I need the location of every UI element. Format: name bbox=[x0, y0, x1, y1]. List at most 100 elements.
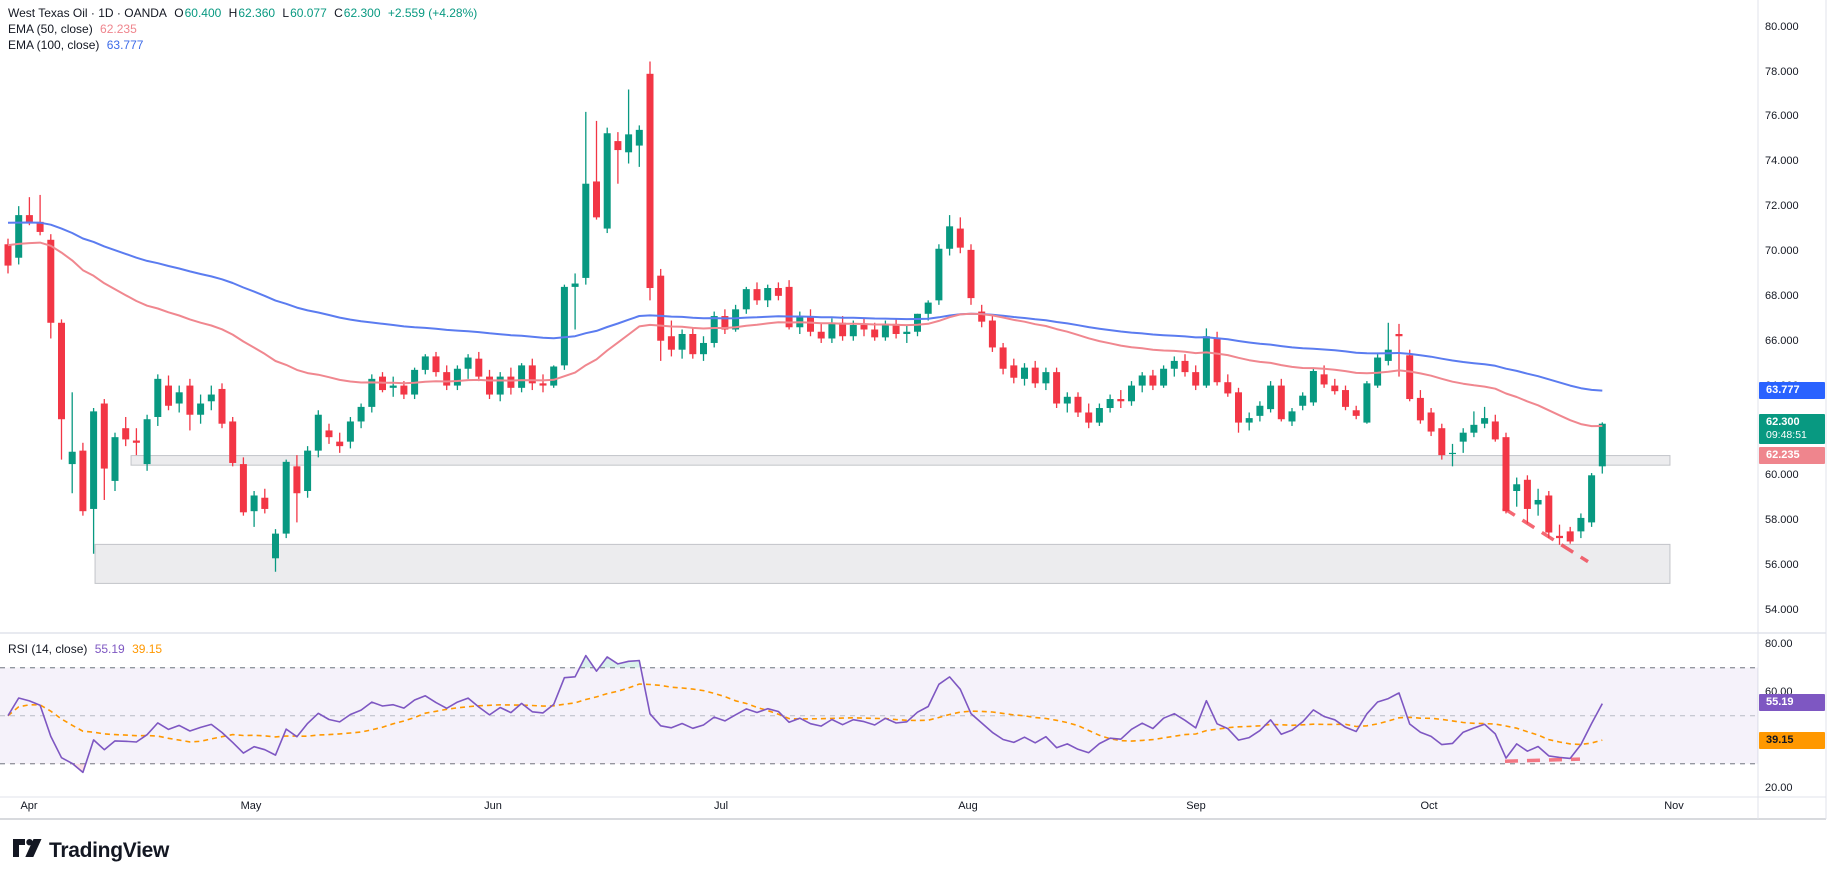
time-axis-label-oct: Oct bbox=[1420, 800, 1438, 812]
high-label: H bbox=[228, 6, 238, 20]
rsi-ma-badge: 39.15 bbox=[1759, 732, 1825, 749]
time-axis-label-sep: Sep bbox=[1186, 800, 1206, 812]
candle bbox=[1545, 491, 1553, 539]
candle bbox=[1138, 372, 1146, 393]
candle bbox=[999, 342, 1007, 375]
candle bbox=[336, 432, 344, 453]
candle bbox=[1192, 365, 1200, 391]
candle bbox=[218, 383, 226, 429]
candle bbox=[1149, 369, 1157, 391]
price-axis-label: 74.000 bbox=[1765, 155, 1799, 168]
candle bbox=[475, 351, 483, 382]
candle bbox=[774, 282, 782, 301]
candle bbox=[239, 457, 247, 516]
candle bbox=[1470, 411, 1478, 438]
candle bbox=[742, 286, 750, 314]
candle bbox=[1095, 403, 1103, 426]
low-label: L bbox=[282, 6, 290, 20]
symbol-legend-row[interactable]: West Texas Oil · 1D · OANDA O60.400 H62.… bbox=[8, 5, 481, 21]
candle bbox=[903, 325, 911, 343]
rsi-label: RSI (14, close) bbox=[8, 642, 88, 656]
tradingview-logo[interactable]: TradingView bbox=[12, 838, 169, 864]
ema100-badge: 63.777 bbox=[1759, 382, 1825, 399]
rsi-trendline-dashed[interactable] bbox=[1504, 757, 1581, 764]
candle bbox=[1160, 365, 1168, 388]
candle bbox=[700, 336, 707, 361]
candle bbox=[1331, 378, 1339, 395]
rsi-axis-label: 80.00 bbox=[1765, 637, 1793, 650]
change-value: +2.559 (+4.28%) bbox=[387, 6, 478, 20]
candle bbox=[389, 376, 397, 397]
low-value: 60.077 bbox=[290, 6, 327, 20]
candle bbox=[453, 365, 461, 391]
price-axis-label: 78.000 bbox=[1765, 65, 1799, 78]
candle bbox=[1556, 524, 1563, 545]
candle bbox=[1031, 360, 1039, 388]
candle bbox=[593, 120, 600, 220]
time-axis-label-jul: Jul bbox=[713, 800, 729, 812]
candle bbox=[122, 416, 130, 447]
candle bbox=[1374, 354, 1382, 388]
candle bbox=[828, 318, 836, 343]
candle bbox=[325, 423, 333, 444]
candle bbox=[1523, 475, 1531, 524]
candle bbox=[967, 244, 975, 305]
candle bbox=[1117, 390, 1125, 409]
candle bbox=[560, 284, 568, 370]
candle bbox=[1384, 322, 1392, 366]
rsi-overbought-fill bbox=[579, 655, 641, 668]
candle bbox=[36, 194, 44, 236]
tradingview-logo-text: TradingView bbox=[49, 839, 170, 862]
candle bbox=[1481, 406, 1489, 429]
candle bbox=[346, 416, 354, 449]
close-value: 62.300 bbox=[343, 6, 381, 20]
candle bbox=[871, 322, 879, 341]
candle bbox=[1513, 477, 1521, 507]
candle bbox=[154, 374, 162, 426]
candle bbox=[1352, 405, 1360, 420]
ema50-line bbox=[7, 241, 1603, 428]
legend: West Texas Oil · 1D · OANDA O60.400 H62.… bbox=[8, 5, 481, 53]
candle bbox=[368, 374, 376, 413]
price-trendline-dashed[interactable] bbox=[1502, 506, 1589, 564]
rsi-legend: RSI (14, close) 55.19 39.15 bbox=[8, 641, 166, 657]
candle bbox=[635, 125, 643, 167]
candle bbox=[1459, 428, 1467, 453]
high-value: 62.360 bbox=[238, 6, 276, 20]
candle bbox=[1128, 381, 1135, 406]
candle bbox=[1395, 323, 1403, 377]
candle bbox=[753, 282, 761, 305]
candle bbox=[518, 363, 526, 393]
candle bbox=[528, 358, 536, 391]
candle bbox=[1534, 488, 1542, 516]
candle bbox=[1502, 432, 1510, 514]
candle bbox=[15, 206, 23, 265]
candle bbox=[817, 322, 825, 343]
rsi-axis-label: 20.00 bbox=[1765, 781, 1793, 794]
rsi-value: 55.19 bbox=[94, 642, 125, 656]
ema100-legend-row[interactable]: EMA (100, close) 63.777 bbox=[8, 37, 481, 53]
symbol-title: West Texas Oil · 1D · OANDA bbox=[8, 6, 167, 20]
candle bbox=[956, 217, 964, 254]
candle bbox=[1406, 349, 1414, 402]
candle bbox=[1598, 422, 1606, 474]
candle bbox=[1245, 412, 1253, 431]
price-axis-label: 66.000 bbox=[1765, 334, 1799, 347]
candle bbox=[550, 365, 558, 388]
candle bbox=[721, 309, 729, 334]
candle bbox=[1416, 390, 1424, 424]
candle bbox=[710, 311, 718, 348]
candle bbox=[571, 273, 579, 330]
time-axis-label-nov: Nov bbox=[1664, 800, 1684, 812]
candle bbox=[496, 372, 504, 402]
candle bbox=[1256, 401, 1264, 422]
candle bbox=[1170, 356, 1178, 377]
candle bbox=[625, 89, 633, 164]
candle bbox=[464, 354, 472, 379]
time-axis-label-aug: Aug bbox=[958, 800, 978, 812]
ema50-legend-row[interactable]: EMA (50, close) 62.235 bbox=[8, 21, 481, 37]
candle bbox=[143, 414, 151, 471]
rsi-legend-row[interactable]: RSI (14, close) 55.19 39.15 bbox=[8, 641, 166, 657]
ema100-label: EMA (100, close) bbox=[8, 38, 100, 52]
